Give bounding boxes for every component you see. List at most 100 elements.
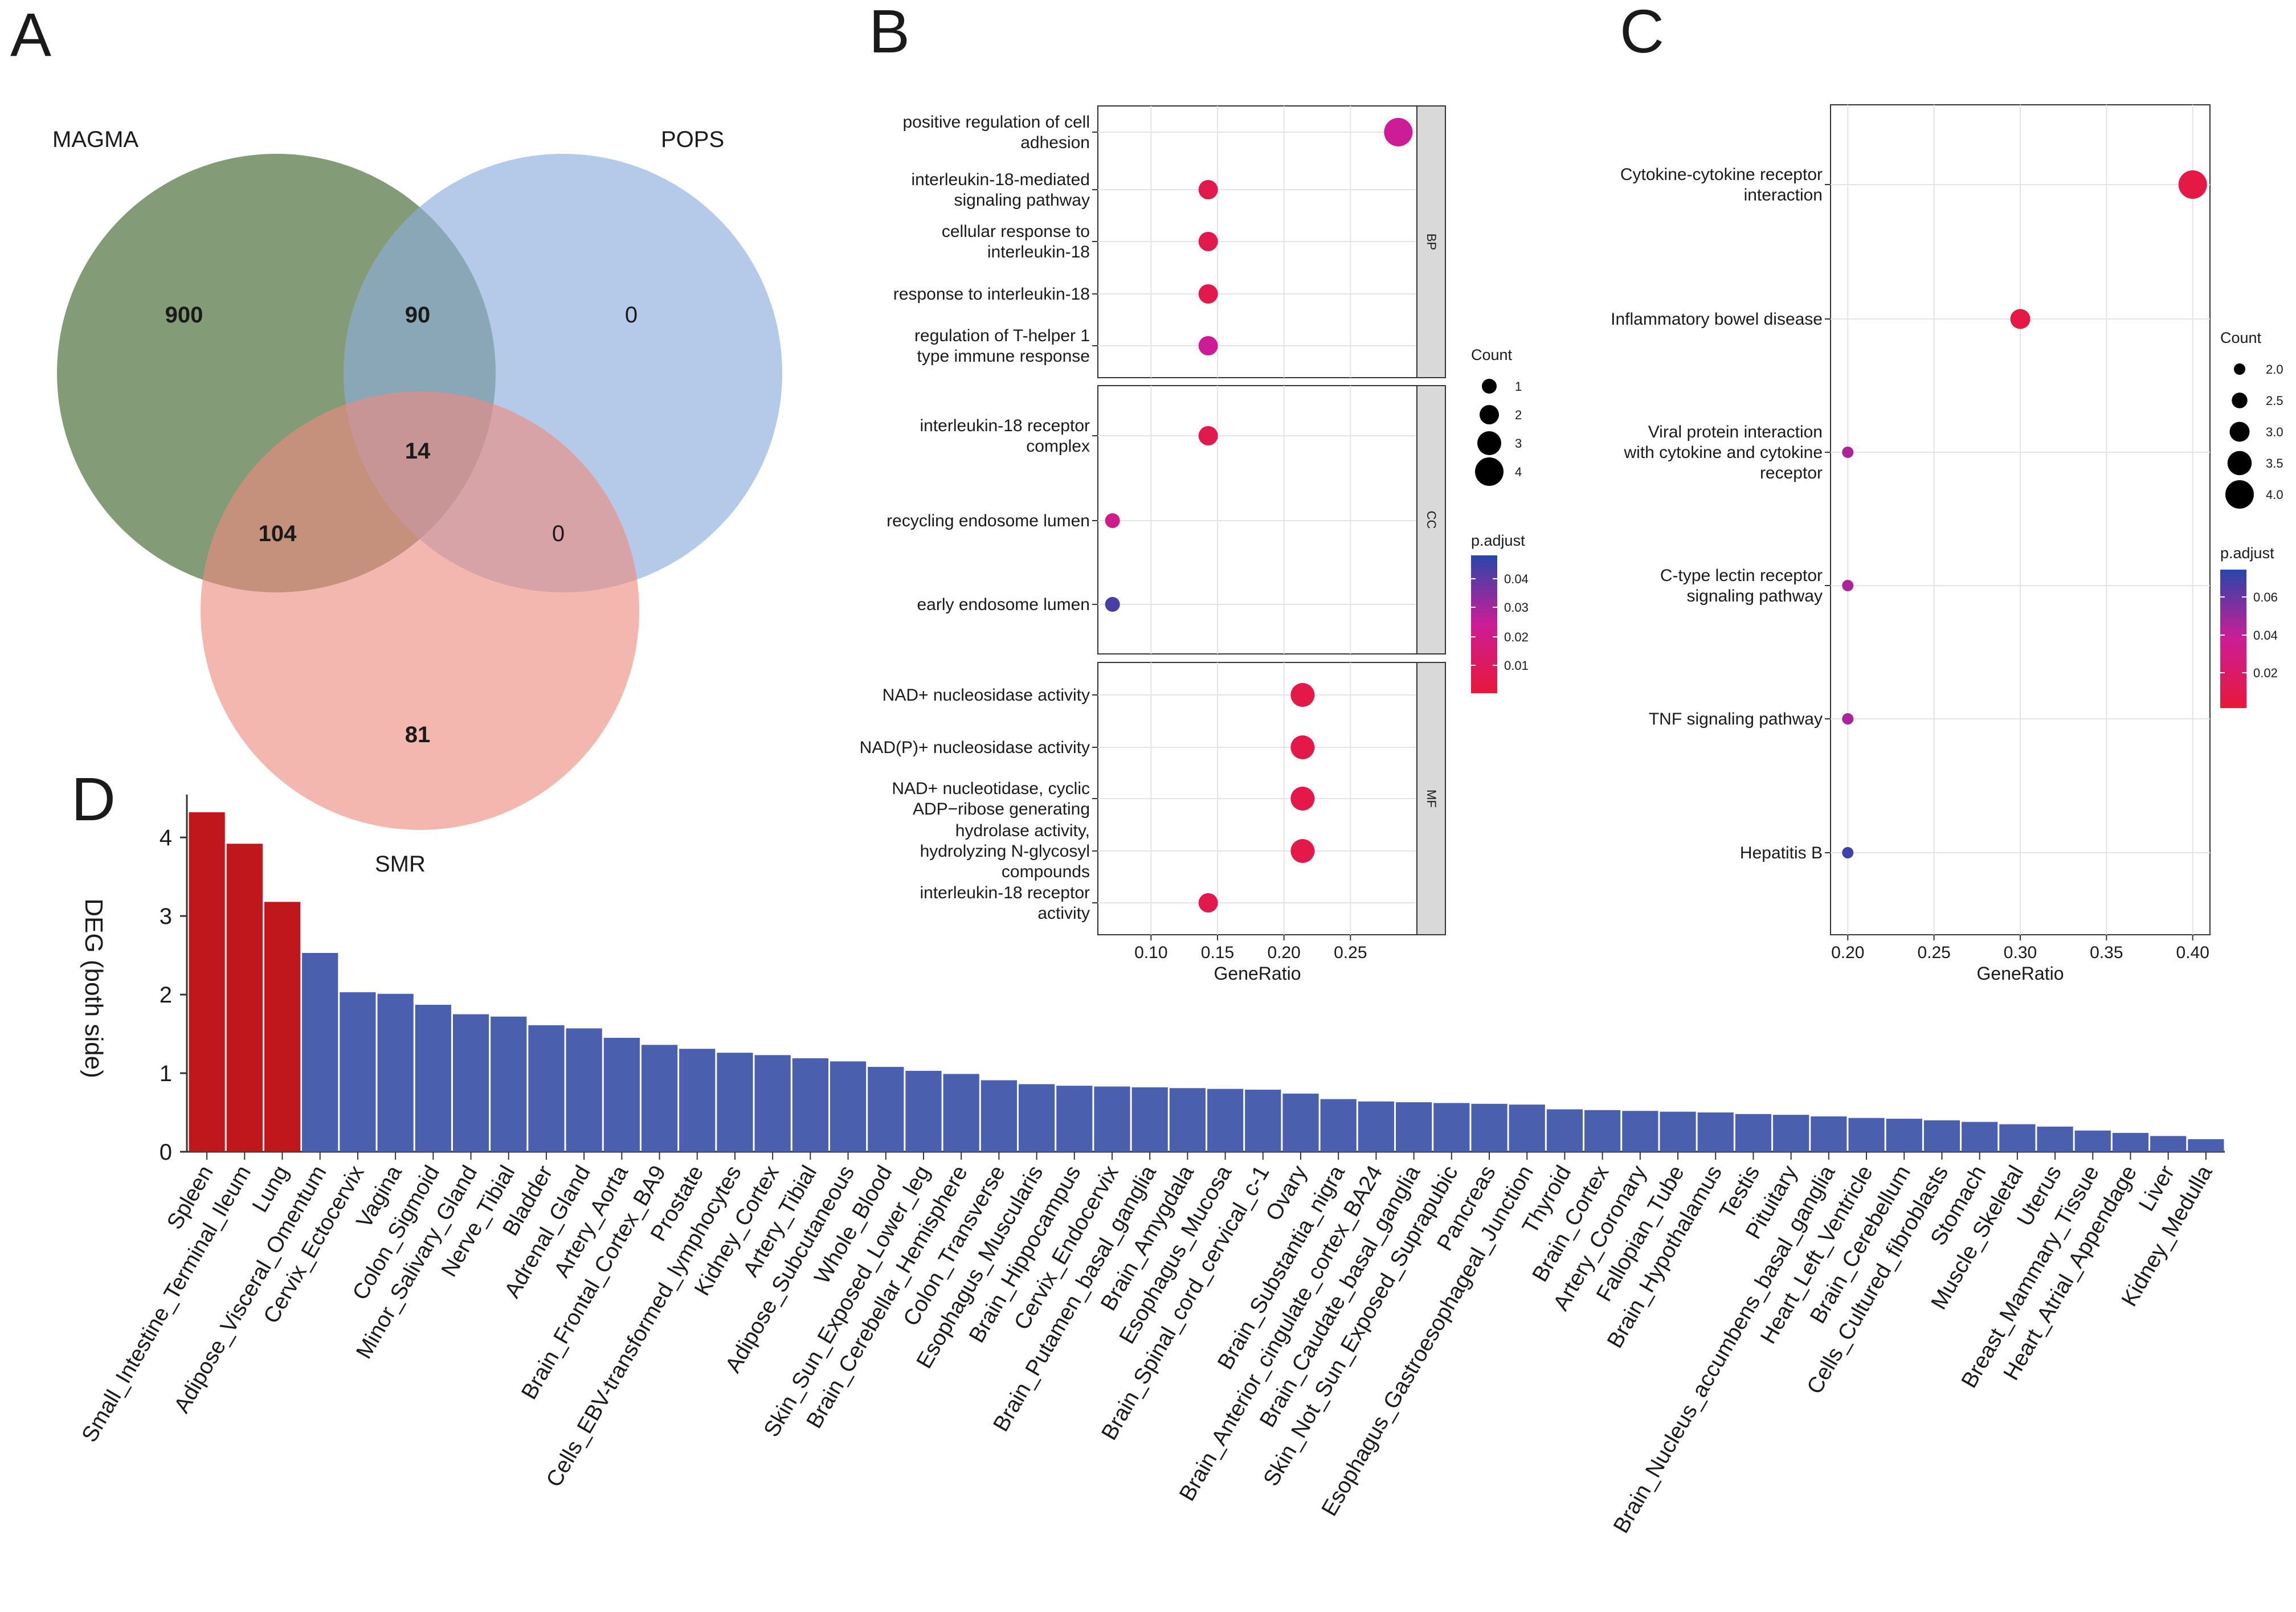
bar <box>491 1016 527 1152</box>
term-label: interleukin-18-mediated <box>911 170 1090 189</box>
size-legend-label: 2.5 <box>2266 394 2283 408</box>
x-tick-label: 0.10 <box>1134 943 1167 962</box>
bar <box>566 1028 602 1152</box>
term-label: early endosome lumen <box>917 595 1090 614</box>
kegg-dotplot: Cytokine-cytokine receptor interaction Inf… <box>1611 104 2283 984</box>
bar <box>905 1070 942 1152</box>
data-point <box>1290 787 1315 811</box>
venn-count-smr-only: 81 <box>405 722 431 747</box>
term-label: compounds <box>1002 862 1090 881</box>
data-point <box>1384 118 1413 146</box>
term-label: ADP−ribose generating <box>913 800 1090 819</box>
term-label: response to interleukin-18 <box>893 285 1090 304</box>
size-legend-label: 3.0 <box>2266 425 2283 439</box>
bar <box>226 844 263 1152</box>
facet-strip <box>1416 385 1446 654</box>
size-legend-label: 2 <box>1515 408 1522 422</box>
term-label: adhesion <box>1020 133 1090 152</box>
size-legend-label: 4 <box>1515 465 1522 479</box>
bar <box>1622 1111 1658 1152</box>
term-label: hydrolase activity, <box>955 821 1090 840</box>
data-point <box>2178 170 2207 199</box>
color-legend-label: 0.02 <box>2253 666 2278 680</box>
data-point <box>1290 735 1315 759</box>
bar <box>452 1014 489 1152</box>
bar <box>2074 1130 2111 1152</box>
x-tick-label: 0.20 <box>1831 943 1864 962</box>
x-axis-title: GeneRatio <box>1977 963 2064 984</box>
venn-label-smr: SMR <box>375 852 426 877</box>
bar <box>1735 1114 1772 1152</box>
term-label: C-type lectin receptor <box>1660 566 1823 585</box>
y-tick-label: 1 <box>160 1061 172 1086</box>
term-label: interleukin-18 receptor <box>920 883 1090 902</box>
size-legend-dot <box>1475 457 1504 486</box>
panel-a: A MAGMA POPS SMR 900 90 0 14 104 0 81 <box>10 0 782 877</box>
facet-mf: MF NAD+ nucleosidase activity NAD(P)+ nucl… <box>860 662 1446 935</box>
size-legend-dot <box>2227 451 2252 476</box>
bar <box>264 902 301 1152</box>
x-tick-label: 0.40 <box>2176 943 2209 962</box>
bar <box>1131 1087 1168 1152</box>
venn-label-pops: POPS <box>661 127 724 152</box>
size-legend-dot <box>2234 363 2245 375</box>
venn-count-magma-pops: 90 <box>405 302 431 328</box>
color-legend-label: 0.04 <box>1504 572 1529 586</box>
bar <box>1999 1124 2036 1152</box>
term-label: Inflammatory bowel disease <box>1611 310 1823 329</box>
term-label: signaling pathway <box>1687 587 1823 605</box>
term-label: receptor <box>1760 464 1823 482</box>
x-tick-label: 0.25 <box>1917 943 1950 962</box>
bar <box>1433 1103 1470 1152</box>
venn-count-magma-smr: 104 <box>259 521 297 546</box>
term-label: Viral protein interaction <box>1648 423 1823 441</box>
data-point <box>1105 597 1120 612</box>
x-tick-label: 0.25 <box>1334 943 1367 962</box>
term-label: cellular response to <box>942 222 1090 241</box>
bar <box>2037 1126 2073 1152</box>
data-point <box>1198 180 1218 199</box>
bar <box>943 1074 979 1152</box>
facet-strip-label: BP <box>1424 234 1439 250</box>
bar <box>1962 1122 1998 1152</box>
x-axis-title: GeneRatio <box>1214 963 1301 984</box>
data-point <box>1842 847 1854 858</box>
data-point <box>1198 232 1218 251</box>
term-label: regulation of T-helper 1 <box>914 326 1090 345</box>
bar <box>1886 1119 1922 1152</box>
x-tick-label: 0.30 <box>2004 943 2037 962</box>
color-legend-title: p.adjust <box>2220 545 2274 562</box>
bar <box>1584 1110 1621 1152</box>
data-point <box>1842 447 1854 458</box>
bar <box>1773 1115 1809 1152</box>
size-legend-label: 3 <box>1515 436 1522 451</box>
size-legend-dot <box>2232 392 2248 408</box>
bar <box>754 1055 791 1152</box>
term-label: interleukin-18 <box>987 243 1090 261</box>
x-tick-label: 0.35 <box>2090 943 2123 962</box>
bar <box>340 992 376 1152</box>
panel-letter-c: C <box>1620 0 1664 66</box>
panel-c: C Cytokine-cytokine receptor interaction I… <box>1611 0 2283 984</box>
panel-letter-a: A <box>10 0 51 69</box>
facet-cc: CC interleukin-18 receptor complex recyclin… <box>886 385 1446 654</box>
term-label: recycling endosome lumen <box>886 512 1090 530</box>
bar <box>830 1061 867 1152</box>
bar <box>603 1037 640 1152</box>
data-point <box>1842 580 1854 591</box>
bar <box>679 1049 716 1152</box>
venn-label-magma: MAGMA <box>52 127 138 152</box>
venn-count-all: 14 <box>405 439 431 464</box>
facet-strip <box>1416 662 1446 935</box>
term-label: hydrolyzing N-glycosyl <box>920 842 1090 861</box>
bar <box>1056 1086 1093 1152</box>
bar <box>1848 1118 1885 1152</box>
facet-panel <box>1097 385 1417 654</box>
term-label: Cytokine-cytokine receptor <box>1620 165 1823 184</box>
bar <box>1282 1093 1319 1152</box>
facet-strip-label: CC <box>1424 511 1439 529</box>
